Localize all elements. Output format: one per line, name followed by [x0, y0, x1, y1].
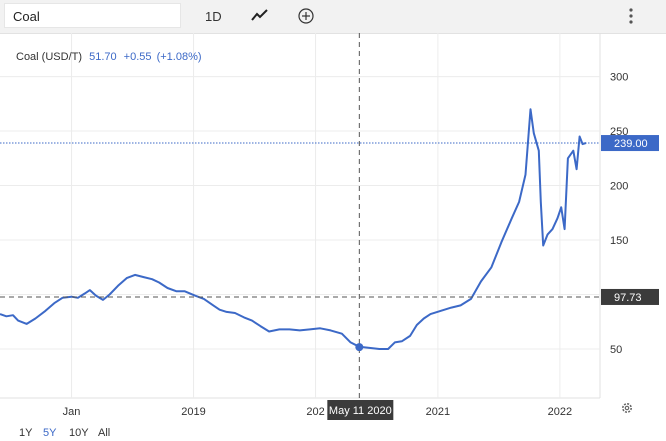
- symbol-search-input[interactable]: Coal: [4, 3, 181, 28]
- last-price-tag: 239.00: [601, 135, 659, 152]
- y-tick-label: 50: [610, 344, 622, 356]
- range-10y-button[interactable]: 10Y: [69, 427, 89, 439]
- add-circle-icon[interactable]: [297, 7, 315, 30]
- x-tick-label: Jan: [63, 406, 81, 418]
- kebab-menu-icon[interactable]: [628, 7, 634, 30]
- last-price-tag-bg: [601, 135, 659, 152]
- y-tick-label: 150: [610, 235, 628, 247]
- crosshair-price-tag-label: 97.73: [614, 292, 642, 304]
- x-tick-label: 2019: [181, 406, 205, 418]
- series-line: [0, 108, 587, 350]
- last-price-tag-label: 239.00: [614, 138, 648, 150]
- x-tick-label: 202: [306, 406, 324, 418]
- crosshair-date-label: May 11 2020: [329, 405, 392, 417]
- range-selector: 1Y 5Y 10Y All: [0, 427, 200, 441]
- coal-price-chart[interactable]: 50 150 200 250 300 Jan 2019 202 2021 2022 239.00…: [0, 33, 666, 427]
- crosshair-price-tag-bg: [601, 288, 659, 305]
- line-chart-icon[interactable]: [251, 7, 269, 28]
- crosshair-date-tag: May 11 2020: [327, 400, 394, 420]
- chart-toolbar: Coal 1D: [0, 0, 666, 34]
- crosshair-point: [355, 343, 364, 352]
- gear-icon[interactable]: [620, 401, 634, 420]
- legend-change-percent: (+1.08%): [156, 51, 202, 63]
- crosshair-date-tag-bg: [327, 400, 394, 420]
- y-tick-label: 200: [610, 181, 628, 193]
- legend-symbol-name: Coal (USD/T): [16, 51, 83, 63]
- x-tick-label: 2022: [548, 406, 572, 418]
- interval-button[interactable]: 1D: [205, 9, 222, 24]
- crosshair-price-tag: 97.73: [601, 288, 659, 305]
- legend-change: +0.55: [123, 51, 152, 63]
- range-1y-button[interactable]: 1Y: [19, 427, 33, 439]
- range-5y-button[interactable]: 5Y: [43, 427, 57, 439]
- y-tick-label: 300: [610, 72, 628, 84]
- legend-price: 51.70: [89, 51, 117, 63]
- y-tick-label: 250: [610, 126, 628, 138]
- range-all-button[interactable]: All: [98, 427, 111, 439]
- x-tick-label: 2021: [426, 406, 450, 418]
- chart-legend: Coal (USD/T) 51.70 +0.55 (+1.08%): [16, 51, 202, 63]
